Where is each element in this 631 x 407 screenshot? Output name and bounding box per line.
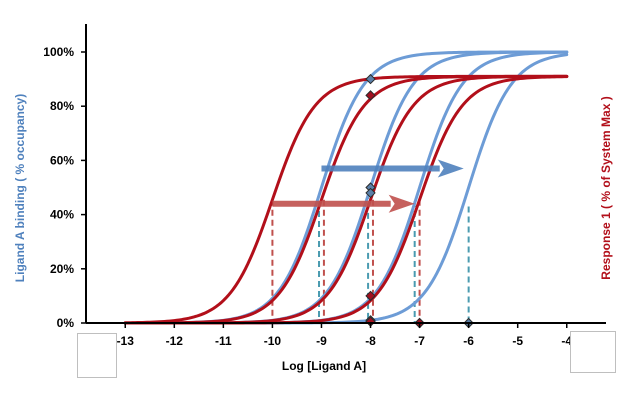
x-tick-label: -9 <box>316 334 327 348</box>
y-tick-label: 60% <box>50 153 74 167</box>
y-tick-label: 40% <box>50 208 74 222</box>
x-tick-label: -11 <box>215 334 232 348</box>
x-tick-label: -6 <box>463 334 474 348</box>
x-tick-label: -4 <box>561 334 572 348</box>
x-ticks: -13 -12 -11 -10 -9 -8 -7 -6 -5 -4 <box>117 323 572 348</box>
shift-arrows <box>272 159 464 213</box>
y-axis-title-left: Ligand A binding ( % occupancy) <box>13 94 27 282</box>
y-tick-label: 20% <box>50 262 74 276</box>
x-tick-label: -7 <box>414 334 425 348</box>
binding-curve <box>123 50 569 325</box>
response-shift-arrow-head <box>388 194 415 213</box>
y-tick-label: 80% <box>50 99 74 113</box>
binding-curve <box>123 53 569 325</box>
curve-layer <box>123 50 569 325</box>
x-tick-label: -12 <box>166 334 184 348</box>
x-tick-label: -10 <box>264 334 282 348</box>
y-tick-label: 0% <box>57 316 75 330</box>
binding-curve <box>123 50 569 325</box>
y-tick-label: 100% <box>43 45 74 59</box>
response-curve <box>123 74 569 325</box>
response-marker <box>365 90 376 101</box>
dashed-drop-lines <box>271 192 470 323</box>
x-tick-label: -8 <box>365 334 376 348</box>
legend-box-right <box>570 331 616 373</box>
y-ticks: 0% 20% 40% 60% 80% 100% <box>43 45 86 330</box>
response-curve <box>123 74 569 325</box>
binding-marker <box>365 187 376 199</box>
y-axis-title-right: Response 1 ( % of System Max ) <box>599 96 613 279</box>
x-tick-label: -13 <box>117 334 135 348</box>
binding-shift-arrow-head <box>437 159 464 178</box>
x-axis-title: Log [Ligand A] <box>282 359 366 373</box>
response-marker <box>365 290 376 302</box>
binding-marker <box>365 73 376 85</box>
legend-box-left <box>77 333 117 378</box>
binding-curve <box>123 50 569 325</box>
response-curve <box>123 74 569 325</box>
x-tick-label: -5 <box>512 334 523 348</box>
axes <box>85 24 606 324</box>
